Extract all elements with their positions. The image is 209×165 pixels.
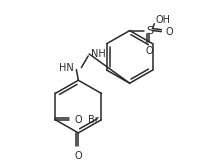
Text: O: O [146, 46, 153, 56]
Text: OH: OH [155, 15, 170, 25]
Text: HN: HN [59, 63, 73, 73]
Text: S: S [146, 26, 153, 36]
Text: O: O [75, 151, 82, 161]
Text: O: O [165, 27, 173, 37]
Text: NH: NH [91, 49, 106, 59]
Text: Br: Br [88, 115, 98, 125]
Text: O: O [74, 115, 82, 125]
